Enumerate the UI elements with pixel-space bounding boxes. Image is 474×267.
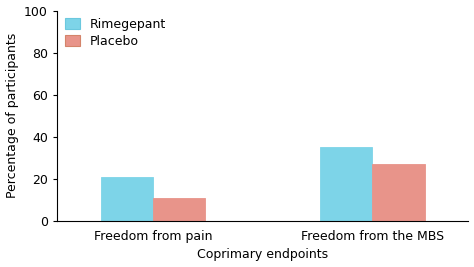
Bar [320, 147, 373, 221]
Legend: Rimegepant, Placebo: Rimegepant, Placebo [60, 13, 171, 53]
Bar [373, 164, 425, 221]
X-axis label: Coprimary endpoints: Coprimary endpoints [197, 249, 328, 261]
Bar [153, 198, 205, 221]
Bar [101, 177, 153, 221]
Y-axis label: Percentage of participants: Percentage of participants [6, 33, 18, 198]
